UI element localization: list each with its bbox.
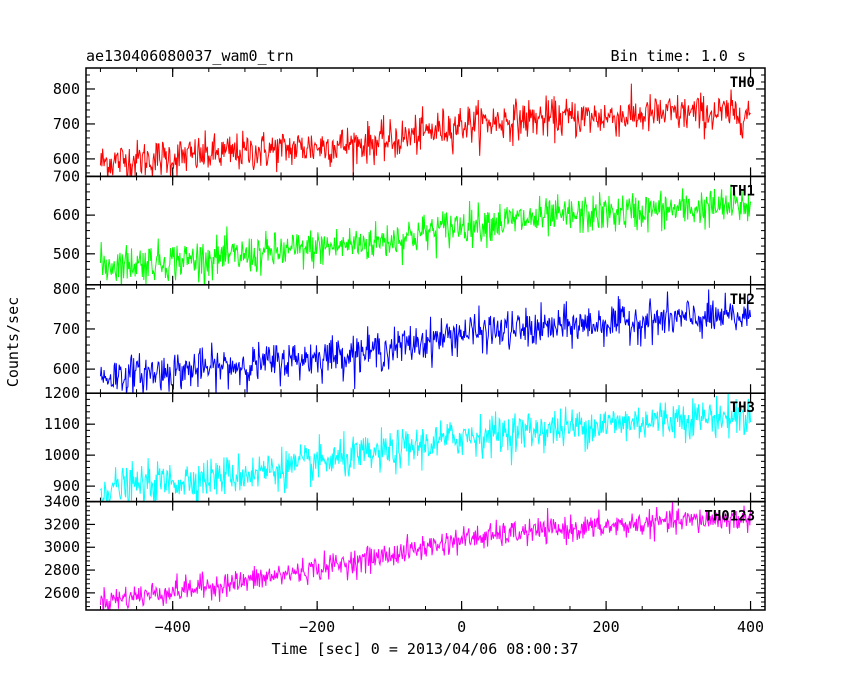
panel-frame <box>85 67 766 178</box>
y-tick-label: 1100 <box>44 415 80 433</box>
y-tick-label: 1000 <box>44 446 80 464</box>
series-label-th2: TH2 <box>730 292 755 308</box>
x-axis: −400 −200 0 200 400 <box>155 618 764 636</box>
series-label-th1: TH1 <box>730 183 755 199</box>
y-tick-label: 800 <box>53 280 80 298</box>
chart-title: ae130406080037_wam0_trn <box>86 47 294 65</box>
x-axis-label: Time [sec] 0 = 2013/04/06 08:00:37 <box>271 640 578 658</box>
y-tick-label: 600 <box>53 360 80 378</box>
y-tick-label: 800 <box>53 80 80 98</box>
y-tick-label: 700 <box>53 320 80 338</box>
panel-th1: 500 600 700 TH1 <box>53 167 766 286</box>
y-tick-label: 2800 <box>44 561 80 579</box>
series-th3-line <box>100 393 752 502</box>
series-label-th3: TH3 <box>730 400 755 416</box>
x-tick-label: 200 <box>593 618 620 636</box>
y-tick-label: 2600 <box>44 584 80 602</box>
series-th1-line <box>99 184 752 285</box>
y-axis-label: Counts/sec <box>4 297 22 387</box>
series-label-th0: TH0 <box>730 75 755 91</box>
bin-time-label: Bin time: 1.0 s <box>611 47 746 65</box>
x-tick-label: −400 <box>155 618 191 636</box>
y-tick-label: 700 <box>53 115 80 133</box>
x-tick-label: 400 <box>737 618 764 636</box>
y-tick-label: 900 <box>53 477 80 495</box>
panel-th2: 600 700 800 TH2 <box>53 280 766 394</box>
y-tick-label: 3200 <box>44 515 80 533</box>
y-tick-label: 600 <box>53 150 80 168</box>
series-th0123-line <box>99 501 752 611</box>
panel-th3: 900 1000 1100 1200 TH3 <box>44 384 766 503</box>
x-tick-label: 0 <box>457 618 466 636</box>
y-tick-label: 3000 <box>44 538 80 556</box>
panel-th0123: 2600 2800 3000 3200 3400 TH0123 <box>44 493 766 611</box>
y-tick-label: 500 <box>53 245 80 263</box>
y-tick-label: 700 <box>53 167 80 185</box>
y-tick-label: 600 <box>53 206 80 224</box>
x-tick-label: −200 <box>299 618 335 636</box>
panel-th0: 600 700 800 TH0 <box>53 67 766 178</box>
series-label-th0123: TH0123 <box>704 509 755 525</box>
series-th0-line <box>99 83 751 177</box>
y-tick-label: 1200 <box>44 384 80 402</box>
y-tick-label: 3400 <box>44 493 80 511</box>
series-th2-line <box>99 289 752 394</box>
